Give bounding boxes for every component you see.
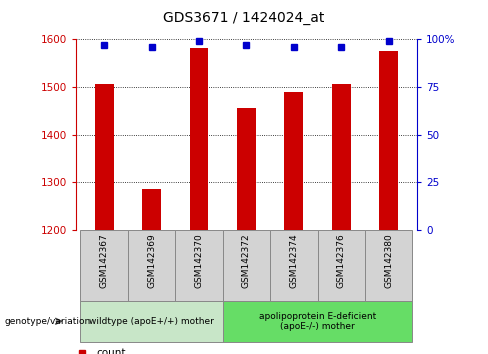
Bar (365, 230, 412, 301)
Text: GDS3671 / 1424024_at: GDS3671 / 1424024_at (163, 11, 325, 25)
Bar (318, 230, 365, 301)
Bar (223, 230, 270, 301)
Bar (128, 230, 175, 301)
Bar (223, 301, 412, 342)
Bar (175, 230, 223, 301)
Text: GSM142369: GSM142369 (147, 233, 156, 288)
Text: wildtype (apoE+/+) mother: wildtype (apoE+/+) mother (89, 317, 214, 326)
Bar (270, 230, 318, 301)
Bar (142, 189, 161, 230)
Bar (81, 230, 128, 301)
Text: GSM142367: GSM142367 (100, 233, 109, 288)
Text: GSM142380: GSM142380 (384, 233, 393, 288)
Text: apolipoprotein E-deficient
(apoE-/-) mother: apolipoprotein E-deficient (apoE-/-) mot… (259, 312, 376, 331)
Bar (95, 84, 114, 230)
Text: count: count (96, 348, 125, 354)
Bar (237, 108, 256, 230)
Text: genotype/variation: genotype/variation (5, 317, 91, 326)
Bar (285, 92, 304, 230)
Text: GSM142376: GSM142376 (337, 233, 346, 288)
Bar (332, 84, 351, 230)
Text: GSM142370: GSM142370 (195, 233, 203, 288)
Bar (81, 301, 223, 342)
Bar (189, 48, 208, 230)
Bar (379, 51, 398, 230)
Text: GSM142372: GSM142372 (242, 233, 251, 287)
Text: GSM142374: GSM142374 (289, 233, 298, 287)
